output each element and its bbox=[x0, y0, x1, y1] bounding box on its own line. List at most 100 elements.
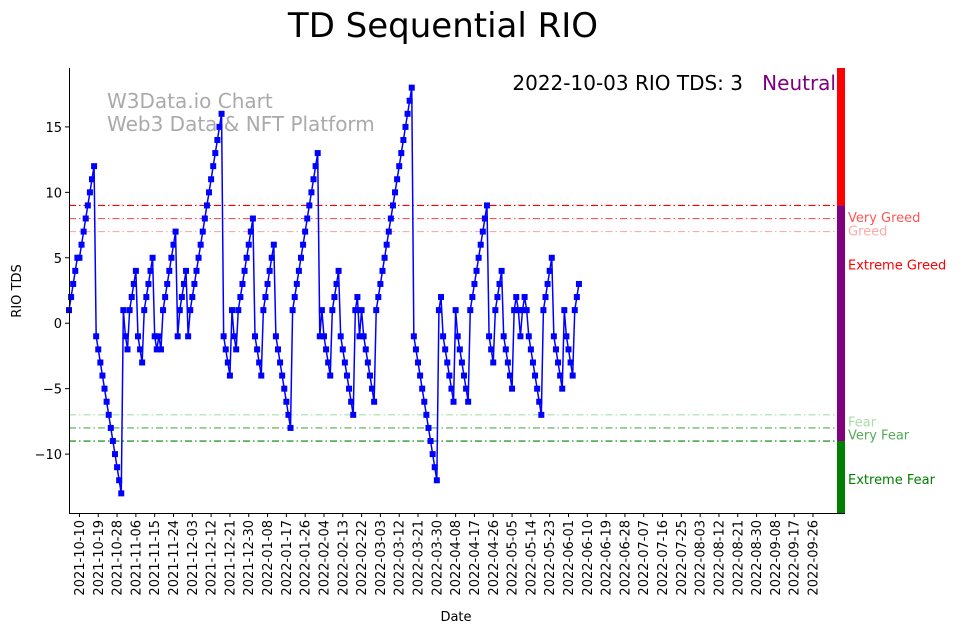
data-point-132 bbox=[341, 359, 348, 366]
data-point-39 bbox=[147, 267, 154, 274]
data-point-110 bbox=[295, 267, 302, 274]
data-point-12 bbox=[91, 163, 98, 170]
data-point-38 bbox=[145, 280, 152, 287]
data-point-58 bbox=[187, 307, 194, 314]
data-point-75 bbox=[222, 346, 229, 353]
data-point-119 bbox=[314, 150, 321, 157]
data-point-139 bbox=[356, 333, 363, 340]
x-tick-label-33: 2022-08-03 bbox=[694, 520, 709, 596]
data-point-43 bbox=[155, 333, 162, 340]
data-point-45 bbox=[160, 307, 167, 314]
data-point-124 bbox=[325, 359, 332, 366]
data-point-102 bbox=[279, 372, 286, 379]
data-point-152 bbox=[383, 241, 390, 248]
data-point-194 bbox=[471, 280, 478, 287]
x-tick-label-6: 2021-12-03 bbox=[186, 520, 201, 596]
data-point-61 bbox=[193, 267, 200, 274]
data-point-210 bbox=[504, 359, 511, 366]
data-point-199 bbox=[481, 215, 488, 222]
data-point-62 bbox=[195, 254, 202, 261]
data-point-214 bbox=[513, 294, 520, 301]
data-point-78 bbox=[229, 307, 236, 314]
data-point-107 bbox=[289, 307, 296, 314]
data-point-44 bbox=[157, 346, 164, 353]
data-point-244 bbox=[575, 280, 582, 287]
x-tick-label-9: 2021-12-30 bbox=[242, 520, 257, 596]
x-axis-label: Date bbox=[440, 610, 471, 625]
data-point-220 bbox=[525, 333, 532, 340]
data-point-14 bbox=[95, 346, 102, 353]
data-point-11 bbox=[88, 176, 95, 183]
data-point-9 bbox=[84, 202, 91, 209]
y-tick-label-2: 0 bbox=[54, 317, 62, 332]
data-point-138 bbox=[354, 294, 361, 301]
data-point-72 bbox=[216, 123, 223, 130]
x-tick-label-2: 2021-10-28 bbox=[111, 520, 126, 596]
data-point-95 bbox=[264, 280, 271, 287]
x-tick-label-34: 2022-08-12 bbox=[712, 520, 727, 596]
data-point-221 bbox=[527, 346, 534, 353]
data-point-153 bbox=[385, 228, 392, 235]
data-point-127 bbox=[331, 294, 338, 301]
zone-label-5: Extreme Fear bbox=[848, 473, 936, 488]
data-point-118 bbox=[312, 163, 319, 170]
data-point-217 bbox=[519, 307, 526, 314]
data-point-206 bbox=[496, 280, 503, 287]
data-point-142 bbox=[362, 346, 369, 353]
data-point-165 bbox=[410, 333, 417, 340]
data-point-169 bbox=[419, 385, 426, 392]
data-point-46 bbox=[162, 294, 169, 301]
data-point-104 bbox=[283, 398, 290, 405]
data-point-200 bbox=[483, 202, 490, 209]
data-point-128 bbox=[333, 280, 340, 287]
data-point-184 bbox=[450, 398, 457, 405]
data-point-208 bbox=[500, 333, 507, 340]
data-point-79 bbox=[231, 333, 238, 340]
data-point-121 bbox=[318, 307, 325, 314]
data-point-111 bbox=[297, 254, 304, 261]
data-point-204 bbox=[492, 307, 499, 314]
x-tick-label-30: 2022-07-07 bbox=[637, 520, 652, 596]
data-point-237 bbox=[561, 307, 568, 314]
data-point-231 bbox=[548, 254, 555, 261]
data-point-201 bbox=[486, 333, 493, 340]
data-point-87 bbox=[247, 228, 254, 235]
data-point-180 bbox=[442, 346, 449, 353]
data-point-112 bbox=[300, 241, 307, 248]
data-point-150 bbox=[379, 267, 386, 274]
data-point-189 bbox=[460, 372, 467, 379]
data-point-215 bbox=[515, 307, 522, 314]
data-point-51 bbox=[172, 228, 179, 235]
data-point-191 bbox=[465, 398, 472, 405]
data-point-97 bbox=[268, 254, 275, 261]
data-point-122 bbox=[320, 333, 327, 340]
data-point-236 bbox=[559, 385, 566, 392]
data-point-22 bbox=[111, 451, 118, 458]
x-tick-label-28: 2022-06-19 bbox=[600, 520, 615, 596]
data-point-172 bbox=[425, 424, 432, 431]
x-tick-label-37: 2022-09-08 bbox=[769, 520, 784, 596]
data-point-113 bbox=[302, 228, 309, 235]
data-point-19 bbox=[105, 411, 112, 418]
data-point-228 bbox=[542, 294, 549, 301]
data-point-175 bbox=[431, 464, 438, 471]
data-point-90 bbox=[254, 346, 261, 353]
x-ticks: 2021-10-10 2021-10-19 2021-10-28 2021-11-06… bbox=[73, 513, 822, 596]
x-tick-label-8: 2021-12-21 bbox=[223, 520, 238, 596]
data-point-131 bbox=[339, 346, 346, 353]
data-point-145 bbox=[369, 385, 376, 392]
data-point-1 bbox=[68, 294, 75, 301]
chart-title: TD Sequential RIO bbox=[287, 6, 598, 46]
data-point-240 bbox=[567, 359, 574, 366]
x-tick-label-3: 2021-11-06 bbox=[129, 520, 144, 596]
data-point-147 bbox=[373, 307, 380, 314]
data-point-40 bbox=[149, 254, 156, 261]
data-point-56 bbox=[183, 267, 190, 274]
data-point-67 bbox=[206, 189, 213, 196]
watermark: W3Data.io Chart Web3 Data & NFT Platform bbox=[107, 89, 375, 136]
data-point-70 bbox=[212, 150, 219, 157]
data-point-23 bbox=[114, 464, 121, 471]
data-point-100 bbox=[274, 346, 281, 353]
data-point-213 bbox=[511, 307, 518, 314]
